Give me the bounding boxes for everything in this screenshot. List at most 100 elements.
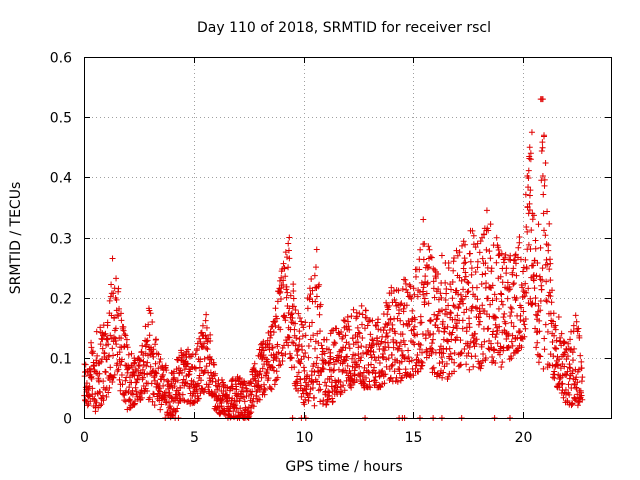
data-point: [280, 281, 287, 288]
data-point: [115, 313, 122, 320]
data-point: [203, 345, 210, 352]
data-point: [504, 279, 511, 286]
data-point: [132, 384, 139, 391]
data-point: [323, 336, 330, 343]
data-point: [194, 345, 201, 352]
data-point: [455, 305, 462, 312]
data-point: [235, 376, 242, 383]
data-point: [547, 260, 554, 267]
data-point: [443, 337, 450, 344]
data-point: [461, 260, 468, 267]
data-point: [380, 327, 387, 334]
data-point: [356, 310, 363, 317]
data-point: [84, 402, 91, 409]
data-point: [555, 362, 562, 369]
data-point: [442, 296, 449, 303]
data-point: [570, 357, 577, 364]
data-point: [483, 207, 490, 214]
data-point: [93, 328, 100, 335]
data-point: [125, 397, 132, 404]
data-point: [138, 348, 145, 355]
data-point: [416, 289, 423, 296]
data-point: [539, 277, 546, 284]
data-point: [534, 312, 541, 319]
data-point: [319, 365, 326, 372]
data-point: [487, 221, 494, 228]
data-point: [110, 290, 117, 297]
data-point: [523, 289, 530, 296]
data-point: [197, 390, 204, 397]
data-point: [393, 340, 400, 347]
data-point: [549, 318, 556, 325]
data-point: [102, 330, 109, 337]
data-point: [463, 306, 470, 313]
data-point: [158, 401, 165, 408]
data-point: [386, 326, 393, 333]
data-point: [479, 234, 486, 241]
data-point: [311, 394, 318, 401]
data-point: [105, 389, 112, 396]
data-point: [435, 286, 442, 293]
data-point: [533, 272, 540, 279]
x-axis-label: GPS time / hours: [285, 459, 402, 475]
data-point: [501, 310, 508, 317]
data-point: [473, 340, 480, 347]
data-point: [472, 330, 479, 337]
data-point: [544, 261, 551, 268]
data-point: [481, 338, 488, 345]
data-point: [272, 377, 279, 384]
data-point: [462, 273, 469, 280]
data-point: [396, 343, 403, 350]
data-point: [217, 397, 224, 404]
data-point: [573, 318, 580, 325]
data-point: [427, 331, 434, 338]
data-point: [525, 210, 532, 217]
data-point: [150, 346, 157, 353]
data-point: [375, 326, 382, 333]
data-point: [434, 324, 441, 331]
data-point: [304, 305, 311, 312]
data-point: [278, 285, 285, 292]
data-point: [98, 401, 105, 408]
data-point: [532, 237, 539, 244]
data-point: [539, 144, 546, 151]
data-point: [224, 384, 231, 391]
data-point: [421, 295, 428, 302]
data-point: [246, 410, 253, 417]
data-point: [490, 328, 497, 335]
data-point: [152, 360, 159, 367]
data-point: [116, 376, 123, 383]
data-point: [429, 346, 436, 353]
data-point: [259, 365, 266, 372]
data-point: [362, 307, 369, 314]
data-point: [404, 289, 411, 296]
data-point: [204, 346, 211, 353]
data-point: [311, 402, 318, 409]
data-point: [195, 395, 202, 402]
data-point: [445, 259, 452, 266]
data-point: [407, 283, 414, 290]
data-point: [465, 350, 472, 357]
data-point: [363, 314, 370, 321]
data-point: [462, 259, 469, 266]
data-point: [288, 311, 295, 318]
data-point: [391, 368, 398, 375]
data-point: [474, 264, 481, 271]
data-point: [136, 356, 143, 363]
data-point: [444, 311, 451, 318]
data-point: [536, 328, 543, 335]
data-point: [544, 328, 551, 335]
data-point: [139, 342, 146, 349]
data-point: [279, 344, 286, 351]
axis-ticks: 0 0.1 0.2 0.3 0.4 0.5 0.6 0 5 10 15 20: [50, 51, 611, 446]
data-point: [524, 204, 531, 211]
data-point: [348, 313, 355, 320]
data-point: [385, 355, 392, 362]
data-point: [414, 293, 421, 300]
data-point: [463, 361, 470, 368]
data-point: [279, 352, 286, 359]
data-point: [496, 351, 503, 358]
data-point: [125, 388, 132, 395]
data-point: [460, 300, 467, 307]
data-point: [487, 301, 494, 308]
